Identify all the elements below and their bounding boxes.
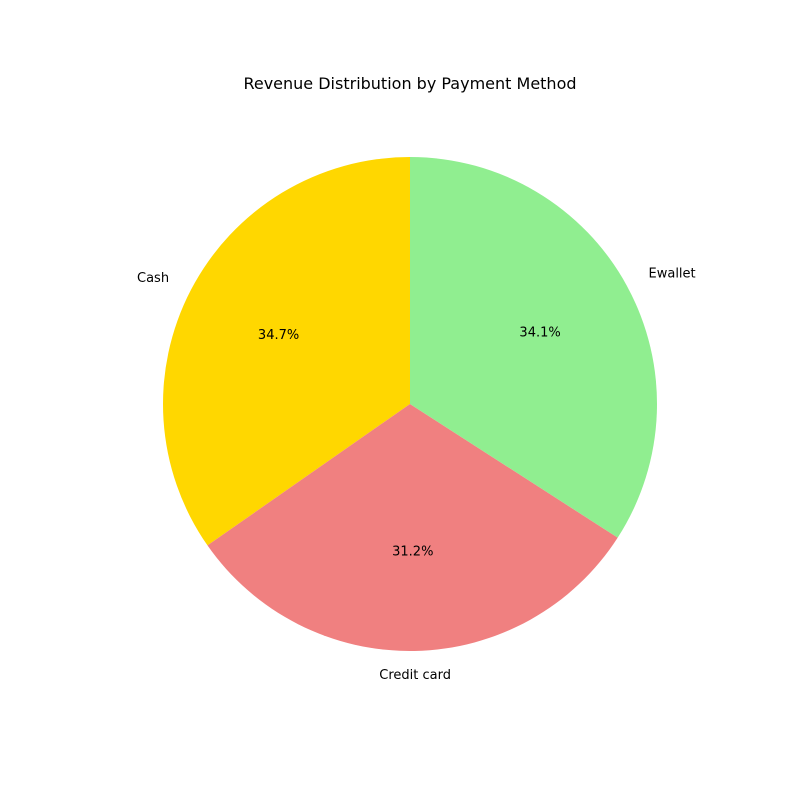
pie-slices bbox=[162, 157, 657, 652]
slice-label-ewallet: Ewallet bbox=[649, 266, 696, 281]
pie-slice-ewallet bbox=[410, 157, 657, 538]
chart-title: Revenue Distribution by Payment Method bbox=[243, 74, 576, 93]
percent-label-ewallet: 34.1% bbox=[519, 326, 560, 341]
percent-label-credit-card: 31.2% bbox=[392, 545, 433, 560]
pie-labels: Cash 34.7% Credit card 31.2% Ewallet 34.1% bbox=[137, 266, 696, 683]
pie-slice-cash bbox=[162, 157, 410, 546]
slice-label-credit-card: Credit card bbox=[379, 668, 451, 683]
slice-label-cash: Cash bbox=[137, 271, 169, 286]
pie-slice-credit-card bbox=[207, 404, 618, 652]
percent-label-cash: 34.7% bbox=[258, 328, 299, 343]
